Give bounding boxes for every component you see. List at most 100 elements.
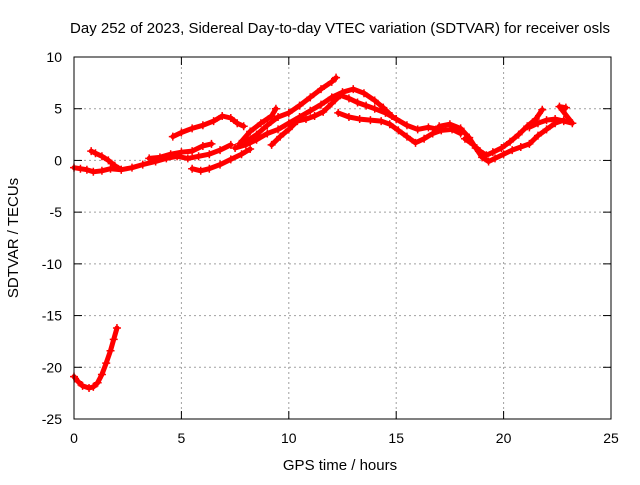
data-point bbox=[327, 99, 336, 108]
data-point bbox=[104, 156, 113, 165]
data-point bbox=[319, 107, 328, 116]
data-point bbox=[353, 98, 362, 107]
series-rise-c bbox=[235, 104, 280, 148]
data-point bbox=[216, 160, 225, 169]
data-point bbox=[317, 100, 326, 109]
data-point bbox=[377, 117, 386, 126]
data-point bbox=[525, 139, 534, 148]
y-tick-label: -5 bbox=[50, 204, 63, 220]
data-point bbox=[263, 121, 272, 130]
series-hump-segment bbox=[168, 111, 248, 141]
data-points bbox=[70, 73, 577, 392]
y-tick-label: 10 bbox=[46, 49, 62, 65]
data-point bbox=[246, 127, 255, 136]
y-tick-label: -20 bbox=[42, 359, 62, 375]
data-point bbox=[274, 125, 283, 134]
data-point bbox=[76, 164, 85, 173]
data-point bbox=[97, 152, 106, 161]
data-point bbox=[218, 111, 227, 120]
data-point bbox=[239, 122, 248, 131]
data-point bbox=[188, 164, 197, 173]
data-point bbox=[306, 93, 315, 102]
x-tick-label: 25 bbox=[603, 430, 619, 446]
x-tick-label: 0 bbox=[70, 430, 78, 446]
x-tick-label: 15 bbox=[388, 430, 404, 446]
data-point bbox=[349, 85, 358, 94]
data-point bbox=[362, 101, 371, 110]
data-point bbox=[177, 148, 186, 157]
data-point bbox=[295, 101, 304, 110]
data-point bbox=[555, 102, 564, 111]
data-point bbox=[332, 73, 341, 82]
data-point bbox=[293, 117, 302, 126]
data-point bbox=[198, 141, 207, 150]
y-axis-label: SDTVAR / TECUs bbox=[5, 178, 22, 298]
data-point bbox=[469, 140, 478, 149]
data-point bbox=[484, 157, 493, 166]
data-point bbox=[344, 112, 353, 121]
data-point bbox=[155, 153, 164, 162]
data-point bbox=[542, 116, 551, 125]
data-point bbox=[392, 115, 401, 124]
data-point bbox=[226, 155, 235, 164]
data-point bbox=[74, 377, 83, 386]
data-point bbox=[87, 147, 96, 156]
data-point bbox=[482, 151, 491, 160]
axis-ticks: 0 5 10 15 20 25 -25 -20 -15 -10 -5 0 5 10 bbox=[42, 49, 619, 446]
data-point bbox=[110, 161, 119, 170]
x-tick-label: 10 bbox=[281, 430, 297, 446]
y-tick-label: 0 bbox=[54, 152, 62, 168]
data-point bbox=[514, 130, 523, 139]
data-point bbox=[226, 140, 235, 149]
data-point bbox=[97, 166, 106, 175]
plot-frame bbox=[73, 56, 612, 420]
data-point bbox=[237, 150, 246, 159]
data-point bbox=[381, 108, 390, 117]
data-point bbox=[127, 163, 136, 172]
data-point bbox=[82, 165, 91, 174]
data-point bbox=[216, 146, 225, 155]
data-point bbox=[411, 138, 420, 147]
data-point bbox=[456, 124, 465, 133]
series-dip-segment bbox=[188, 145, 255, 175]
data-point bbox=[306, 106, 315, 115]
series-low-drop bbox=[70, 323, 121, 392]
data-point bbox=[188, 147, 197, 156]
gridlines bbox=[74, 57, 611, 419]
data-point bbox=[166, 150, 175, 159]
data-point bbox=[284, 125, 293, 134]
data-point bbox=[231, 144, 240, 153]
data-point bbox=[533, 131, 542, 140]
data-point bbox=[370, 104, 379, 113]
data-point bbox=[138, 160, 147, 169]
data-point bbox=[271, 104, 280, 113]
data-point bbox=[424, 123, 433, 132]
data-point bbox=[317, 85, 326, 94]
data-point bbox=[497, 144, 506, 153]
data-point bbox=[542, 125, 551, 134]
data-point bbox=[385, 120, 394, 129]
data-point bbox=[106, 346, 115, 355]
data-point bbox=[168, 132, 177, 141]
data-point bbox=[301, 115, 310, 124]
data-point bbox=[233, 119, 242, 128]
data-point bbox=[263, 129, 272, 138]
y-tick-label: -15 bbox=[42, 308, 62, 324]
data-point bbox=[334, 108, 343, 117]
data-point bbox=[508, 146, 517, 155]
data-point bbox=[252, 130, 261, 139]
data-point bbox=[327, 77, 336, 86]
data-point bbox=[93, 378, 102, 387]
data-point bbox=[568, 119, 577, 128]
data-point bbox=[85, 383, 94, 392]
data-point bbox=[355, 115, 364, 124]
series-baseline-left bbox=[70, 140, 235, 176]
data-point bbox=[117, 165, 126, 174]
data-point bbox=[310, 111, 319, 120]
data-point bbox=[435, 122, 444, 131]
data-point bbox=[235, 139, 244, 148]
series-tail bbox=[525, 102, 577, 132]
data-point bbox=[499, 150, 508, 159]
